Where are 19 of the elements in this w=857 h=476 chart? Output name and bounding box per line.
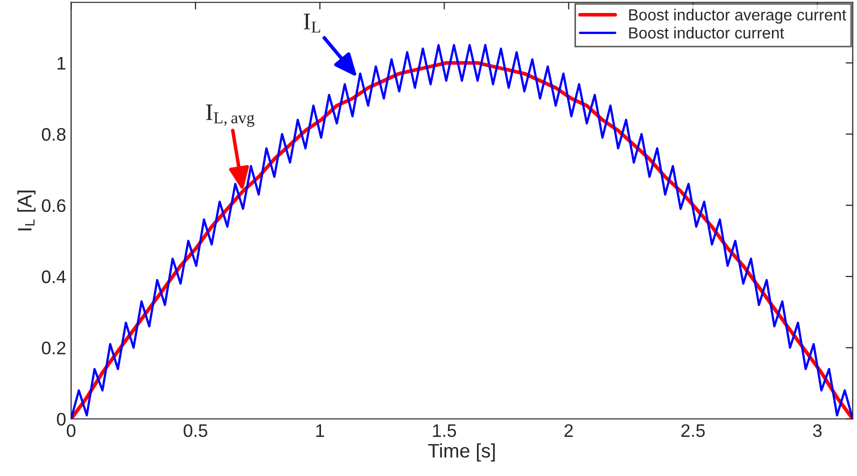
y-tick-label: 0.6	[42, 199, 66, 212]
x-tick-label: 1.5	[433, 424, 456, 438]
x-tick-label: 0.5	[184, 424, 208, 438]
x-axis-title: Time [s]	[428, 443, 495, 462]
y-axis-title: I$_{L}$ [A]	[17, 190, 36, 230]
legend-label: Boost inductor current	[629, 26, 784, 39]
x-tick-label: 2	[564, 424, 573, 437]
legend-label: Boost inductor average current	[629, 8, 846, 24]
x-tick-label: 0	[66, 424, 76, 438]
x-tick-label: 1	[316, 424, 324, 437]
x-tick-label: 2.5	[681, 424, 705, 438]
annotation: I$_{L}$	[304, 14, 320, 33]
y-tick-label: 0.2	[42, 342, 66, 354]
y-tick-label: 0.8	[42, 128, 66, 141]
x-tick-label: 3	[813, 424, 822, 438]
y-tick-label: 0	[56, 412, 66, 426]
y-tick-label: 0.4	[42, 270, 66, 284]
annotation: I$_{L,avg}$	[206, 104, 254, 127]
y-tick-label: 1	[58, 57, 66, 70]
